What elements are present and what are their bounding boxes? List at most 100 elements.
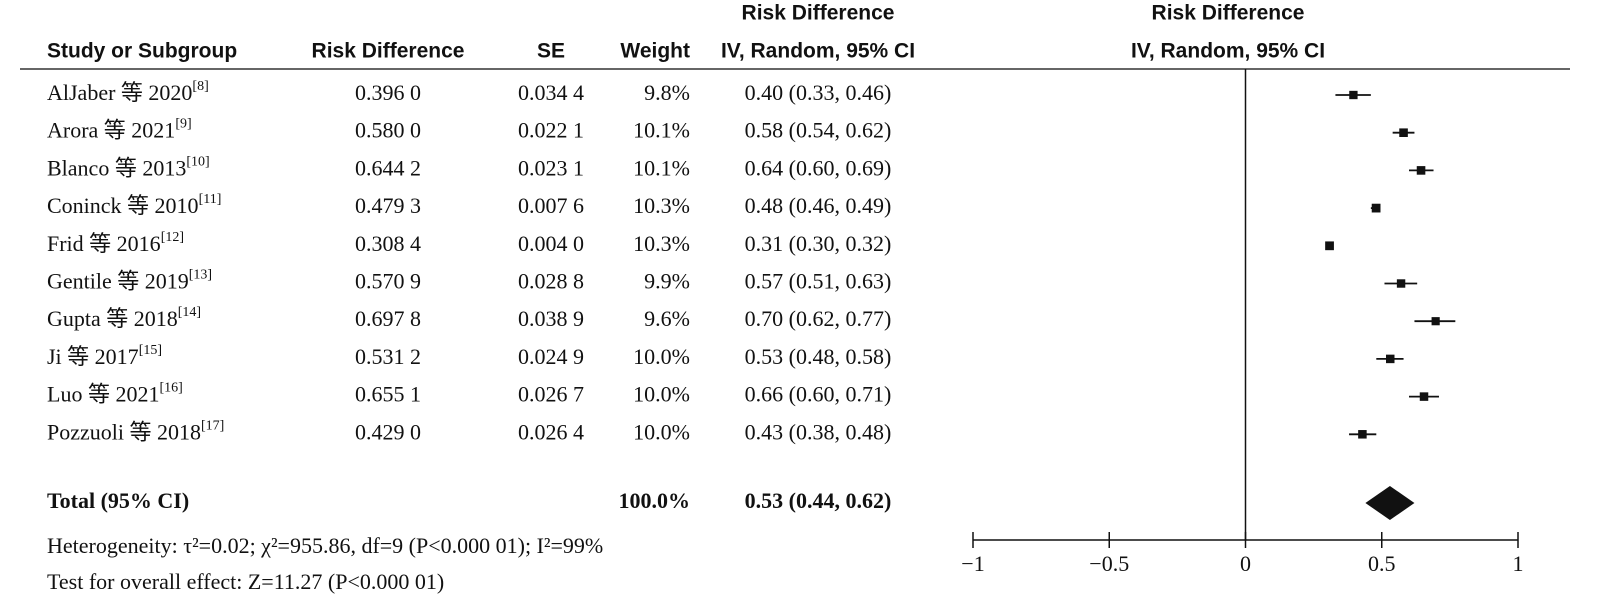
header: Study or Subgroup — [47, 40, 237, 63]
x-tick-label: 0 — [1240, 551, 1251, 576]
point-estimate — [1431, 317, 1440, 326]
weight: 10.0% — [633, 344, 690, 369]
risk-difference: 0.655 1 — [355, 382, 421, 407]
risk-difference: 0.580 0 — [355, 118, 421, 143]
study-label: Luo 等 2021 — [47, 382, 159, 407]
risk-difference: 0.570 9 — [355, 269, 421, 294]
ci: 0.70 (0.62, 0.77) — [745, 306, 892, 331]
x-tick-label: 0.5 — [1368, 551, 1396, 576]
study-name: Coninck 等 2010[11] — [47, 192, 221, 218]
weight: 10.1% — [633, 155, 690, 180]
point-estimate — [1419, 392, 1429, 401]
risk-difference: 0.479 3 — [355, 193, 421, 218]
risk-difference: 0.429 0 — [355, 419, 421, 444]
total-ci: 0.53 (0.44, 0.62) — [745, 488, 892, 513]
total-weight: 100.0% — [619, 488, 691, 513]
weight: 9.8% — [644, 80, 690, 105]
study-name: Arora 等 2021[9] — [47, 117, 192, 143]
header: SE — [537, 40, 565, 63]
se: 0.038 9 — [518, 306, 584, 331]
se: 0.026 4 — [518, 419, 584, 444]
se: 0.034 4 — [518, 80, 584, 105]
total-label: Total (95% CI) — [47, 488, 189, 513]
weight: 10.3% — [633, 193, 690, 218]
study-name: AlJaber 等 2020[8] — [47, 79, 209, 105]
weight: 10.0% — [633, 419, 690, 444]
heterogeneity: Heterogeneity: τ²=0.02; χ²=955.86, df=9 … — [47, 533, 603, 558]
ci: 0.31 (0.30, 0.32) — [745, 231, 892, 256]
header: IV, Random, 95% CI — [1131, 40, 1325, 63]
point-estimate — [1325, 241, 1334, 251]
study-label: AlJaber 等 2020 — [47, 80, 192, 105]
ci: 0.43 (0.38, 0.48) — [745, 419, 892, 444]
ci: 0.57 (0.51, 0.63) — [745, 269, 892, 294]
point-estimate — [1416, 166, 1426, 175]
weight: 10.3% — [633, 231, 690, 256]
weight: 9.9% — [644, 269, 690, 294]
weight: 9.6% — [644, 306, 690, 331]
point-estimate — [1349, 90, 1358, 100]
reference: [12] — [161, 230, 184, 245]
weight: 10.0% — [633, 382, 690, 407]
header: Risk Difference — [742, 2, 895, 25]
ci: 0.58 (0.54, 0.62) — [745, 118, 892, 143]
study-label: Pozzuoli 等 2018 — [47, 419, 201, 444]
se: 0.028 8 — [518, 269, 584, 294]
ci: 0.53 (0.48, 0.58) — [745, 344, 892, 369]
reference: [11] — [199, 192, 222, 207]
point-estimate — [1396, 279, 1406, 288]
point-estimate — [1371, 203, 1381, 213]
study-name: Ji 等 2017[15] — [47, 343, 162, 369]
study-name: Blanco 等 2013[10] — [47, 155, 210, 181]
reference: [16] — [159, 381, 182, 396]
study-label: Blanco 等 2013 — [47, 155, 186, 180]
ci: 0.40 (0.33, 0.46) — [745, 80, 892, 105]
study-label: Ji 等 2017 — [47, 344, 139, 369]
reference: [14] — [178, 305, 201, 320]
weight: 10.1% — [633, 118, 690, 143]
x-tick-label: −0.5 — [1089, 551, 1129, 576]
x-tick-label: 1 — [1513, 551, 1524, 576]
reference: [13] — [189, 268, 212, 283]
total-diamond — [1365, 486, 1415, 520]
se: 0.024 9 — [518, 344, 584, 369]
point-estimate — [1399, 128, 1408, 137]
study-name: Gentile 等 2019[13] — [47, 268, 212, 294]
risk-difference: 0.308 4 — [355, 231, 421, 256]
se: 0.023 1 — [518, 155, 584, 180]
study-name: Frid 等 2016[12] — [47, 230, 184, 256]
study-label: Gupta 等 2018 — [47, 306, 178, 331]
header: IV, Random, 95% CI — [721, 40, 915, 63]
risk-difference: 0.644 2 — [355, 155, 421, 180]
study-name: Luo 等 2021[16] — [47, 381, 183, 407]
header: Weight — [620, 40, 690, 63]
se: 0.007 6 — [518, 193, 584, 218]
reference: [15] — [139, 343, 162, 358]
ci: 0.66 (0.60, 0.71) — [745, 382, 892, 407]
reference: [9] — [175, 117, 191, 132]
study-label: Gentile 等 2019 — [47, 269, 189, 294]
reference: [8] — [192, 79, 208, 94]
se: 0.022 1 — [518, 118, 584, 143]
study-label: Arora 等 2021 — [47, 118, 175, 143]
se: 0.004 0 — [518, 231, 584, 256]
header: Risk Difference — [1152, 2, 1305, 25]
ci: 0.48 (0.46, 0.49) — [745, 193, 892, 218]
risk-difference: 0.531 2 — [355, 344, 421, 369]
ci: 0.64 (0.60, 0.69) — [745, 155, 892, 180]
risk-difference: 0.396 0 — [355, 80, 421, 105]
se: 0.026 7 — [518, 382, 584, 407]
overall-effect: Test for overall effect: Z=11.27 (P<0.00… — [47, 569, 444, 594]
study-name: Pozzuoli 等 2018[17] — [47, 419, 224, 445]
header: Risk Difference — [312, 40, 465, 63]
study-name: Gupta 等 2018[14] — [47, 305, 201, 331]
reference: [10] — [186, 155, 209, 170]
study-label: Coninck 等 2010 — [47, 193, 199, 218]
study-label: Frid 等 2016 — [47, 231, 161, 256]
reference: [17] — [201, 419, 224, 434]
point-estimate — [1386, 354, 1395, 364]
point-estimate — [1358, 430, 1367, 439]
x-tick-label: −1 — [961, 551, 984, 576]
risk-difference: 0.697 8 — [355, 306, 421, 331]
